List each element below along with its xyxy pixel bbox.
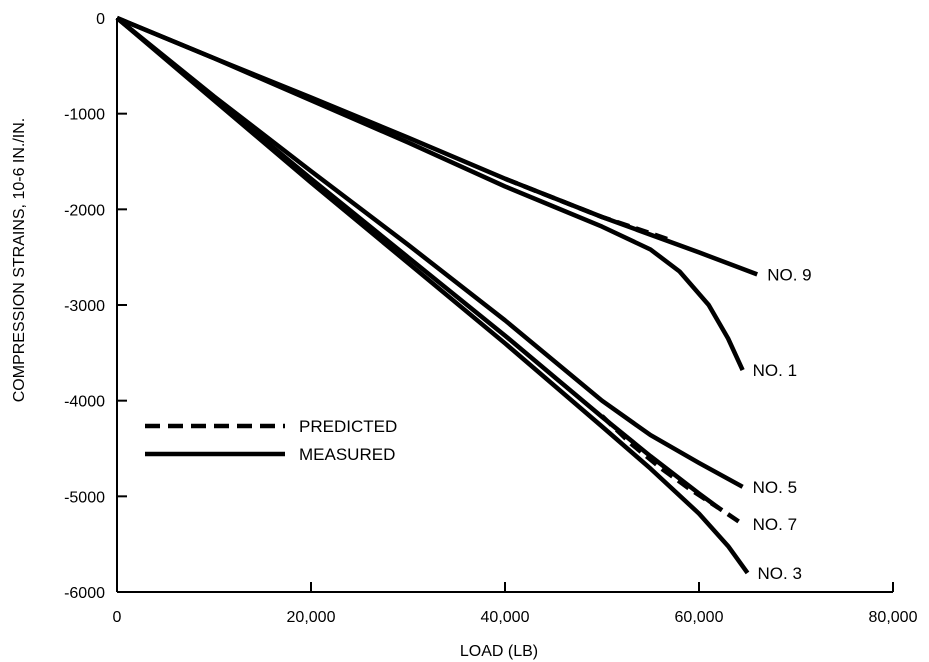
series-labels: NO. 9 NO. 1 NO. 5 NO. 7 NO. 3	[753, 265, 812, 582]
y-tick-label: -6000	[64, 585, 105, 602]
y-tick-label: -1000	[64, 107, 105, 124]
series-label: NO. 7	[753, 515, 797, 534]
series-line-no-1-measured	[116, 15, 745, 372]
series-line-no-5-measured	[115, 16, 744, 489]
x-tick-label: 20,000	[287, 609, 336, 626]
axes	[116, 18, 893, 593]
series-label: NO. 3	[758, 564, 802, 583]
series-line-no-3-measured	[115, 16, 750, 575]
legend-label: MEASURED	[299, 445, 395, 464]
series-line-no-9-predicted	[504, 176, 671, 243]
y-tick-label: -2000	[64, 202, 105, 219]
y-tick-label: 0	[96, 11, 105, 28]
series-line-no-7-measured	[115, 16, 720, 510]
y-tick-label: -3000	[64, 298, 105, 315]
x-axis-title: LOAD (LB)	[460, 643, 538, 660]
series-label: NO. 9	[767, 265, 811, 284]
series-label: NO. 1	[753, 361, 797, 380]
series-lines	[115, 15, 758, 575]
ticks: 0 20,000 40,000 60,000 80,000 0 -1000 -2000 -300…	[64, 11, 917, 626]
y-tick-label: -4000	[64, 394, 105, 411]
x-tick-label: 40,000	[481, 609, 530, 626]
x-tick-label: 0	[113, 609, 122, 626]
y-axis-title: COMPRESSION STRAINS, 10-6 IN./IN.	[11, 118, 28, 403]
series-label: NO. 5	[753, 478, 797, 497]
legend: PREDICTED MEASURED	[145, 417, 397, 464]
legend-label: PREDICTED	[299, 417, 397, 436]
x-tick-label: 60,000	[675, 609, 724, 626]
y-tick-label: -5000	[64, 489, 105, 506]
x-tick-label: 80,000	[869, 609, 918, 626]
